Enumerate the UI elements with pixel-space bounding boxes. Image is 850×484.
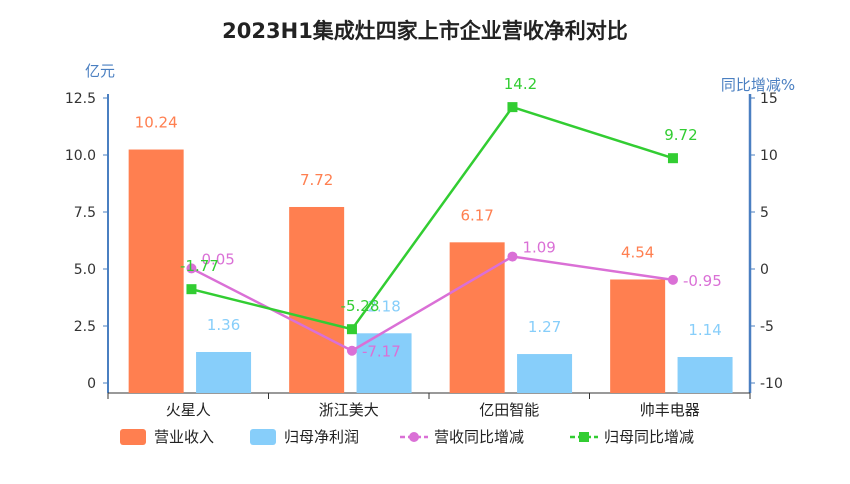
- bar: [517, 354, 573, 393]
- bar: [289, 206, 345, 393]
- bar-value-label: 10.24: [135, 114, 178, 132]
- line-value-label: 14.2: [504, 75, 537, 93]
- line-point: [667, 153, 678, 164]
- line-point: [346, 324, 357, 335]
- line-value-label: 0.05: [201, 250, 234, 268]
- line-value-label: -0.95: [683, 272, 722, 290]
- legend-swatch-marker: [579, 432, 589, 442]
- left-tick-label: 2.5: [74, 319, 96, 335]
- legend-label: 归母同比增减: [604, 428, 694, 446]
- line-point: [186, 284, 197, 295]
- left-tick-label: 10.0: [65, 148, 96, 164]
- bar-value-label: 1.36: [207, 316, 240, 334]
- legend-swatch-marker: [409, 432, 419, 442]
- legend: 营业收入 归母净利润 营收同比增减 归母同比增减: [120, 428, 694, 446]
- line-value-label: -5.28: [341, 297, 380, 315]
- right-tick-label: -10: [760, 376, 783, 392]
- line-value-label: 9.72: [664, 126, 697, 144]
- bar: [677, 357, 733, 393]
- right-tick-label: 0: [760, 262, 769, 278]
- left-tick-label: 7.5: [74, 205, 96, 221]
- bar: [128, 149, 184, 393]
- series-line: [191, 105, 674, 331]
- legend-swatch: [120, 429, 146, 445]
- left-tick-label: 5.0: [74, 262, 96, 278]
- left-tick-label: 0: [87, 376, 96, 392]
- line-point: [667, 274, 678, 285]
- series-line: [190, 255, 674, 353]
- bar-value-label: 4.54: [621, 243, 654, 261]
- legend-label: 营业收入: [154, 428, 214, 446]
- plot-area: 0 2.5 5.0 7.5 10.0 12.5 -10 -5 0 5 10 15 火星人 浙江美大 亿田智能…: [65, 75, 783, 419]
- line-point: [186, 263, 197, 274]
- bar-value-label: 1.27: [528, 318, 561, 336]
- legend-label: 营收同比增减: [434, 428, 524, 446]
- legend-label: 归母净利润: [284, 428, 359, 446]
- right-tick-label: 5: [760, 205, 769, 221]
- right-axis-label: 同比增减%: [721, 76, 795, 94]
- line-value-label: -7.17: [362, 343, 401, 361]
- right-tick-label: -5: [760, 319, 774, 335]
- bar: [610, 279, 666, 393]
- category-label: 火星人: [166, 401, 211, 419]
- chart-title: 2023H1集成灶四家上市企业营收净利对比: [222, 19, 628, 43]
- line-point: [507, 102, 518, 113]
- left-tick-label: 12.5: [65, 91, 96, 107]
- line-value-label: -1.77: [180, 257, 219, 275]
- line-point: [346, 345, 357, 356]
- line-value-label: 1.09: [522, 239, 555, 257]
- category-label: 浙江美大: [319, 401, 379, 419]
- bar-value-label: 2.18: [367, 297, 400, 315]
- bar-value-label: 1.14: [688, 321, 721, 339]
- bar-value-label: 7.72: [300, 171, 333, 189]
- line-point: [507, 251, 518, 262]
- right-tick-label: 15: [760, 91, 778, 107]
- right-tick-label: 10: [760, 148, 778, 164]
- category-label: 亿田智能: [479, 401, 539, 419]
- category-label: 帅丰电器: [640, 401, 700, 419]
- left-axis-label: 亿元: [85, 62, 115, 80]
- bar-value-label: 6.17: [460, 206, 493, 224]
- legend-swatch: [250, 429, 276, 445]
- bar: [196, 351, 252, 393]
